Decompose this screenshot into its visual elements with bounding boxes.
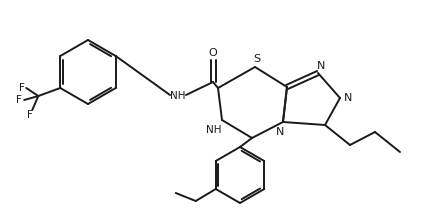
Text: NH: NH [206, 125, 222, 135]
Text: F: F [28, 110, 33, 120]
Text: N: N [344, 93, 352, 103]
Text: S: S [254, 54, 261, 64]
Text: NH: NH [170, 91, 186, 101]
Text: F: F [20, 83, 25, 93]
Text: N: N [317, 61, 325, 71]
Text: F: F [17, 95, 22, 105]
Text: O: O [209, 48, 218, 58]
Text: N: N [276, 127, 284, 137]
